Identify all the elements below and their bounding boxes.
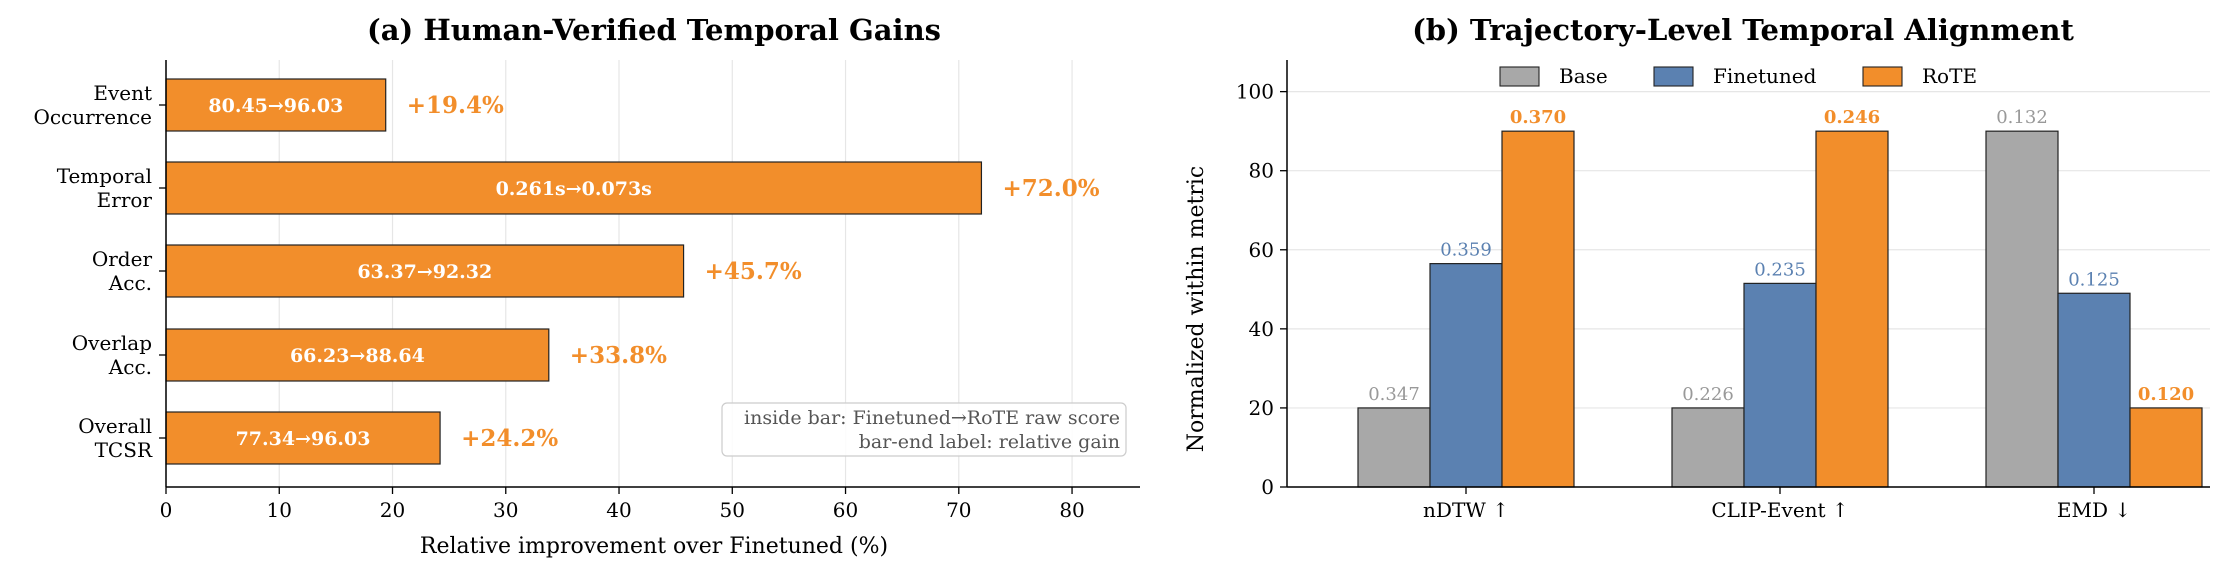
- bar: [165, 411, 441, 465]
- bar-base: [1357, 407, 1431, 488]
- bar-inside-label: 80.45→96.03: [208, 95, 343, 117]
- category-label: Overall: [78, 414, 152, 438]
- bar-rote: [2129, 407, 2203, 488]
- bar-value-label: 0.359: [1440, 240, 1492, 261]
- bar-base: [1671, 407, 1745, 488]
- x-tick-label: 10: [267, 498, 292, 522]
- panel-b-ylabel: Normalized within metric: [1184, 166, 1209, 452]
- panel-a-xlabel: Relative improvement over Finetuned (%): [420, 534, 888, 559]
- panel-a-annotation: inside bar: Finetuned→RoTE raw score bar…: [721, 402, 1127, 457]
- panel-b-legend: Base Finetuned RoTE: [1499, 64, 1977, 88]
- y-tick-label: 60: [1249, 238, 1274, 262]
- category-label: TCSR: [95, 438, 153, 462]
- legend-swatch-rote: [1862, 66, 1903, 87]
- bar-value-label: 0.246: [1824, 107, 1880, 128]
- x-tick-label: 40: [606, 498, 631, 522]
- bar-finetuned: [1429, 263, 1503, 488]
- bar-rote: [1501, 130, 1575, 488]
- x-tick-label: nDTW ↑: [1423, 498, 1509, 522]
- x-tick-label: 60: [833, 498, 858, 522]
- bar-inside-label: 66.23→88.64: [290, 345, 425, 367]
- bar-end-label: +72.0%: [1002, 175, 1099, 202]
- panel-b-trajectory-alignment: (b) Trajectory-Level Temporal Alignment …: [1184, 13, 2210, 522]
- category-label: Overlap: [72, 331, 152, 355]
- panel-a-title: (a) Human-Verified Temporal Gains: [367, 13, 941, 47]
- category-label: Error: [97, 188, 153, 212]
- y-tick-label: 0: [1261, 475, 1274, 499]
- y-tick-label: 20: [1249, 396, 1274, 420]
- bar-inside-label: 63.37→92.32: [357, 261, 492, 283]
- x-tick-label: 20: [380, 498, 405, 522]
- bar-value-label: 0.370: [1510, 107, 1566, 128]
- annotation-line-2: bar-end label: relative gain: [859, 431, 1120, 453]
- y-tick-label: 80: [1249, 159, 1274, 183]
- panel-a-bars: 80.45→96.03 +19.4% 0.261s→0.073s +72.0% 63.3…: [165, 78, 1100, 465]
- bar: [165, 161, 983, 215]
- annotation-box: [721, 402, 1127, 457]
- x-tick-label: 30: [493, 498, 518, 522]
- panel-a-temporal-gains: (a) Human-Verified Temporal Gains 80.45→…: [33, 13, 1140, 559]
- bar-value-label: 0.132: [1996, 107, 2048, 128]
- legend-swatch-base: [1499, 66, 1540, 87]
- bar-value-label: 0.235: [1754, 259, 1806, 280]
- bar-end-label: +24.2%: [461, 425, 558, 452]
- bar-finetuned: [1743, 282, 1817, 488]
- bar-value-label: 0.125: [2068, 269, 2120, 290]
- x-tick-label: 0: [160, 498, 173, 522]
- y-tick-label: 100: [1236, 80, 1274, 104]
- category-label: Acc.: [108, 355, 152, 379]
- bar-end-label: +19.4%: [407, 92, 504, 119]
- panel-b-bars: 0.347 0.359 0.370 0.226 0.235 0.246 0.132 0.125…: [1357, 107, 2203, 488]
- legend-label-base: Base: [1559, 64, 1608, 88]
- bar-rote: [1815, 130, 1889, 488]
- bar: [165, 78, 387, 132]
- legend-swatch-finetuned: [1653, 66, 1694, 87]
- bar-end-label: +45.7%: [705, 258, 802, 285]
- category-label: Occurrence: [33, 105, 152, 129]
- panel-b-title: (b) Trajectory-Level Temporal Alignment: [1412, 13, 2074, 47]
- panel-b-axes: 0 20 40 60 80 100 nDTW ↑ CLIP-Event ↑ EMD ↓: [1236, 60, 2210, 522]
- annotation-line-1: inside bar: Finetuned→RoTE raw score: [744, 407, 1120, 429]
- bar-value-label: 0.226: [1682, 384, 1734, 405]
- bar-inside-label: 0.261s→0.073s: [496, 178, 652, 200]
- category-label: Event: [93, 81, 152, 105]
- category-label: Order: [92, 247, 153, 271]
- bar-base: [1985, 130, 2059, 488]
- x-tick-label: 80: [1059, 498, 1084, 522]
- x-tick-label: CLIP-Event ↑: [1711, 498, 1848, 522]
- x-tick-label: 50: [720, 498, 745, 522]
- y-tick-label: 40: [1249, 317, 1274, 341]
- category-label: Acc.: [108, 271, 152, 295]
- bar-inside-label: 77.34→96.03: [236, 428, 371, 450]
- bar-finetuned: [2057, 292, 2131, 488]
- bar: [165, 244, 685, 298]
- bar: [165, 328, 550, 382]
- legend-label-finetuned: Finetuned: [1713, 64, 1817, 88]
- bar-value-label: 0.120: [2138, 384, 2194, 405]
- bar-value-label: 0.347: [1368, 384, 1420, 405]
- bar-end-label: +33.8%: [570, 342, 667, 369]
- x-tick-label: 70: [946, 498, 971, 522]
- category-label: Temporal: [57, 164, 152, 188]
- x-tick-label: EMD ↓: [2057, 498, 2131, 522]
- legend-label-rote: RoTE: [1922, 64, 1977, 88]
